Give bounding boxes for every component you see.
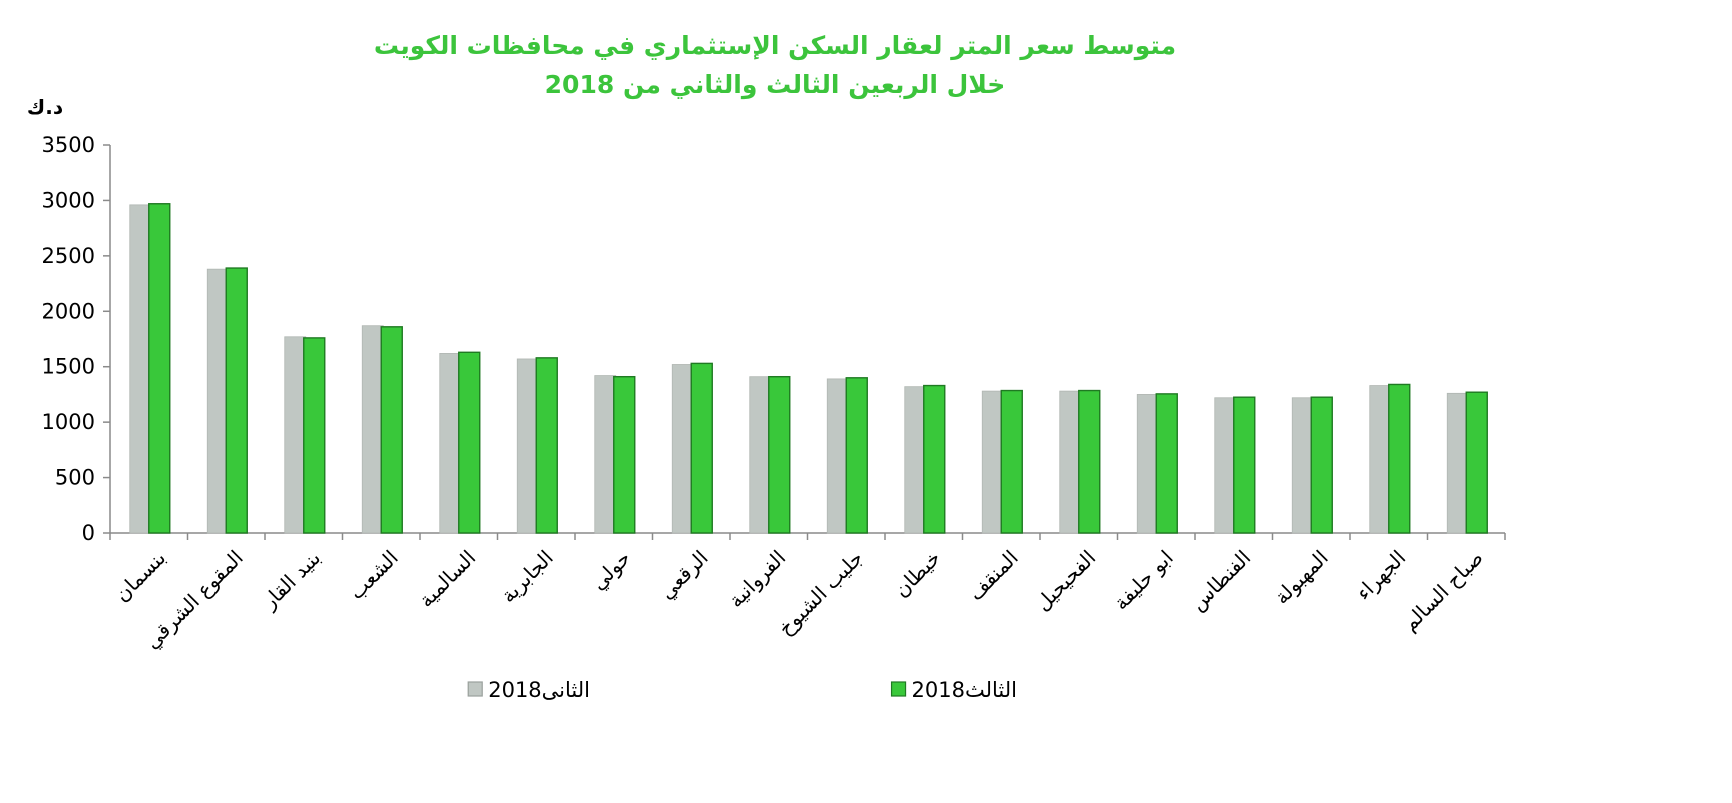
bar-q2-2018 <box>361 325 384 534</box>
bar-q2-2018 <box>284 336 307 534</box>
x-tick-label: الجهراء <box>1351 546 1410 605</box>
bar-q3-2018 <box>690 362 713 534</box>
bar-q2-2018 <box>904 386 927 534</box>
x-tick-label: الفنطاس <box>1185 546 1255 616</box>
legend-swatch <box>890 681 907 697</box>
bar-q3-2018 <box>1000 389 1023 534</box>
y-tick-labels: 0 500 1000 1500 2000 2500 3000 3500 <box>42 133 95 545</box>
bar-q3-2018 <box>1155 393 1178 534</box>
y-tick-label: 500 <box>55 466 95 490</box>
x-tick-label: ابو حليفة <box>1109 546 1178 615</box>
bar-q3-2018 <box>1233 396 1256 534</box>
legend: الثانى2018 الثالث2018 <box>467 678 1017 702</box>
bar-q2-2018 <box>1214 397 1237 534</box>
bar-q3-2018 <box>1465 391 1488 534</box>
bar-q2-2018 <box>129 204 152 534</box>
bar-q2-2018 <box>981 390 1004 534</box>
bar-q2-2018 <box>594 375 617 534</box>
bar-q3-2018 <box>1078 389 1101 534</box>
bar-q2-2018 <box>206 268 229 534</box>
y-tick-label: 0 <box>82 521 95 545</box>
bar-q3-2018 <box>1388 383 1411 534</box>
y-tick-label: 2000 <box>42 299 95 323</box>
bar-q2-2018 <box>439 353 462 534</box>
bar-q2-2018 <box>826 378 849 534</box>
bar-q3-2018 <box>225 267 248 534</box>
x-tick-label: بنسمان <box>110 546 171 607</box>
y-tick-label: 1500 <box>42 355 95 379</box>
x-tick-label: الشعب <box>344 546 403 605</box>
bar-q3-2018 <box>303 337 326 534</box>
y-tick-label: 3000 <box>42 188 95 212</box>
y-axis-unit-label: د.ك <box>27 95 63 119</box>
bar-q2-2018 <box>1059 390 1082 534</box>
legend-label-year: 2018 <box>912 678 965 702</box>
bar-q2-2018 <box>671 364 694 534</box>
x-tick-label: المنقف <box>963 546 1022 605</box>
bar-q2-2018 <box>1446 392 1469 534</box>
x-tick-label: السالمية <box>414 546 480 612</box>
legend-label-year: 2018 <box>488 678 541 702</box>
bar-q3-2018 <box>1310 396 1333 534</box>
bar-q2-2018 <box>749 376 772 534</box>
bar-q2-2018 <box>1291 397 1314 534</box>
y-tick-label: 2500 <box>42 244 95 268</box>
legend-label-word: الثالث <box>965 678 1017 702</box>
x-tick-label: بنيد القار <box>257 546 326 615</box>
legend-item-q2: الثانى2018 <box>467 678 590 702</box>
axes <box>103 144 1506 540</box>
bar-q3-2018 <box>380 326 403 534</box>
bar-q3-2018 <box>535 357 558 534</box>
x-tick-label: الفروانية <box>724 546 791 613</box>
legend-label-word: الثانى <box>542 678 590 702</box>
y-tick-label: 1000 <box>42 410 95 434</box>
x-tick-label: المهبولة <box>1269 546 1332 609</box>
bar-q3-2018 <box>613 375 636 534</box>
legend-label: الثانى2018 <box>488 678 590 702</box>
legend-label: الثالث2018 <box>912 678 1017 702</box>
bars <box>129 203 1488 534</box>
chart-title-group: متوسط سعر المتر لعقار السكن الإستثماري ف… <box>374 31 1176 100</box>
bar-q3-2018 <box>148 203 171 534</box>
chart-title-line1: متوسط سعر المتر لعقار السكن الإستثماري ف… <box>374 31 1176 61</box>
x-tick-label: خيطان <box>889 546 945 602</box>
bar-q2-2018 <box>1369 385 1392 534</box>
x-tick-label: صباح السالم <box>1398 546 1488 636</box>
x-tick-label: الجابرية <box>496 546 558 608</box>
bar-q3-2018 <box>768 375 791 534</box>
legend-swatch <box>467 681 483 697</box>
bar-q2-2018 <box>516 358 539 534</box>
x-tick-label: الرقعي <box>654 546 713 605</box>
x-tick-label: حولي <box>586 546 636 596</box>
bar-q3-2018 <box>923 384 946 534</box>
legend-item-q3: الثالث2018 <box>890 678 1017 702</box>
y-tick-label: 3500 <box>42 133 95 157</box>
bar-q3-2018 <box>458 351 481 534</box>
bar-q2-2018 <box>1136 394 1159 534</box>
bar-q3-2018 <box>845 377 868 534</box>
chart-title-line2: خلال الربعين الثالث والثاني من 2018 <box>545 70 1006 100</box>
x-tick-label: الفحيحيل <box>1030 546 1100 616</box>
